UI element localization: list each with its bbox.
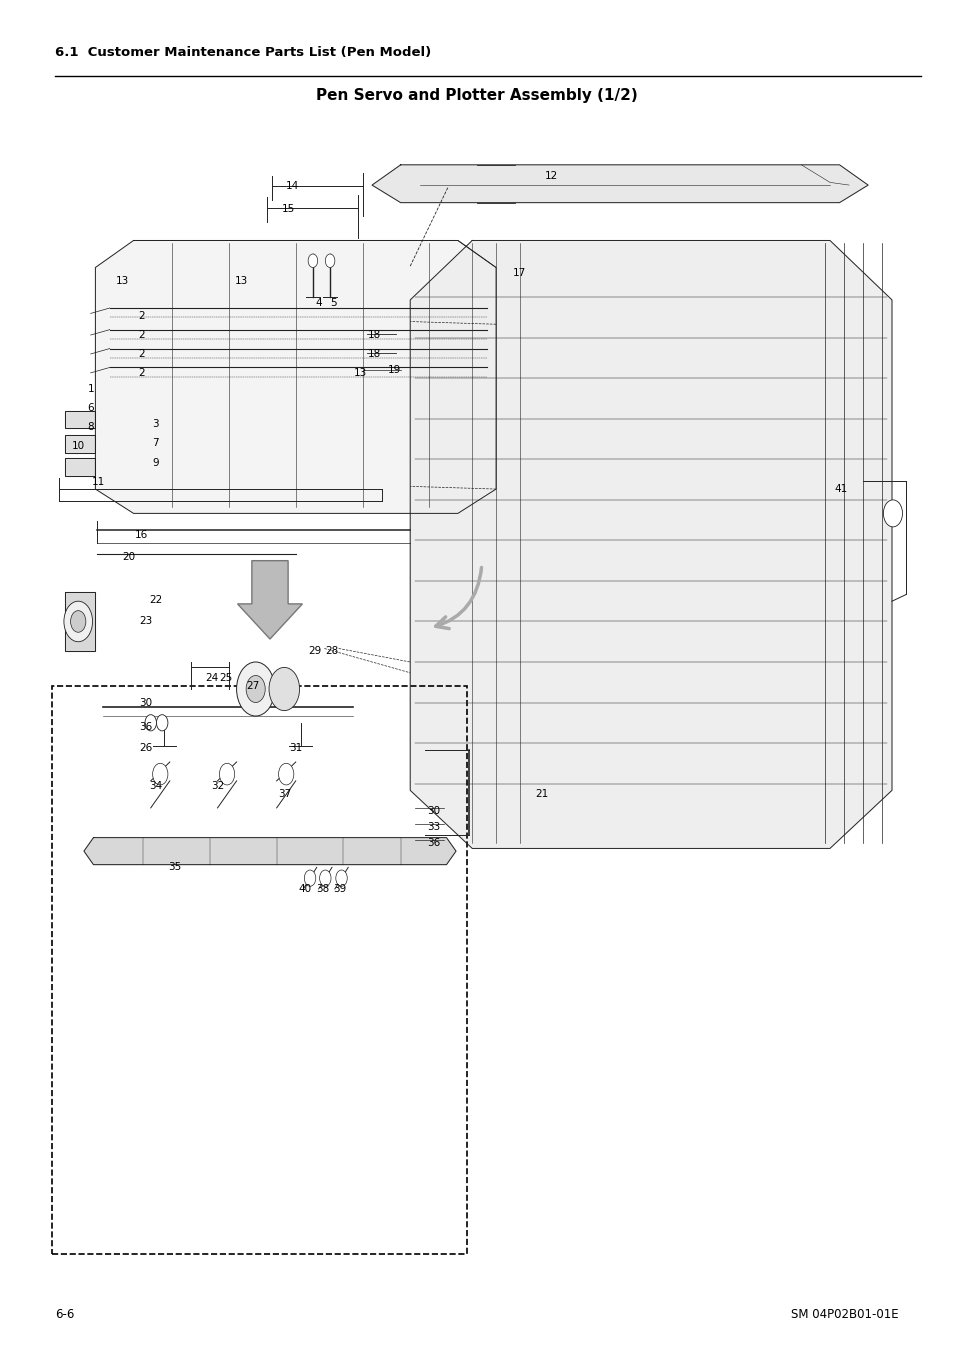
Circle shape [64,601,92,642]
Text: 3: 3 [152,419,158,430]
Circle shape [882,500,902,527]
Text: 8: 8 [88,422,93,432]
Text: 17: 17 [513,267,526,278]
Text: 36: 36 [139,721,152,732]
Text: SM 04P02B01-01E: SM 04P02B01-01E [790,1308,898,1321]
Text: 31: 31 [289,743,302,754]
Text: 6-6: 6-6 [55,1308,74,1321]
Text: 12: 12 [544,170,558,181]
Text: 37: 37 [277,789,291,800]
Text: 15: 15 [281,204,294,215]
Circle shape [145,715,156,731]
Text: 35: 35 [168,862,181,873]
Text: 2: 2 [138,367,144,378]
Circle shape [71,611,86,632]
Text: 9: 9 [152,458,158,469]
Circle shape [152,763,168,785]
Text: 36: 36 [427,838,440,848]
Bar [52,686,467,1254]
Text: 21: 21 [535,789,548,800]
Circle shape [219,763,234,785]
Circle shape [278,763,294,785]
Text: 20: 20 [122,551,135,562]
Text: 22: 22 [149,594,162,605]
Circle shape [246,676,265,703]
Polygon shape [65,458,95,476]
Text: 6.1  Customer Maintenance Parts List (Pen Model): 6.1 Customer Maintenance Parts List (Pen… [55,46,431,59]
Circle shape [319,870,331,886]
Text: 34: 34 [149,781,162,792]
Text: 6: 6 [88,403,93,413]
Text: 39: 39 [333,884,346,894]
Text: 33: 33 [427,821,440,832]
Text: 13: 13 [234,276,248,286]
Text: 25: 25 [219,673,233,684]
Circle shape [335,870,347,886]
Text: 24: 24 [205,673,218,684]
Polygon shape [410,240,891,848]
Circle shape [269,667,299,711]
Circle shape [325,254,335,267]
Text: 28: 28 [325,646,338,657]
Polygon shape [95,240,496,513]
Text: Pen Servo and Plotter Assembly (1/2): Pen Servo and Plotter Assembly (1/2) [315,88,638,103]
Text: 40: 40 [298,884,312,894]
Text: 16: 16 [134,530,148,540]
Text: 2: 2 [138,311,144,322]
Text: 10: 10 [71,440,85,451]
Text: 2: 2 [138,330,144,340]
Text: 4: 4 [315,297,321,308]
Text: 30: 30 [427,805,440,816]
Polygon shape [65,411,95,428]
Text: 14: 14 [286,181,299,192]
Polygon shape [372,165,867,203]
Text: 19: 19 [387,365,400,376]
Text: 26: 26 [139,743,152,754]
Text: 41: 41 [834,484,847,494]
Text: 29: 29 [308,646,321,657]
Text: 1: 1 [88,384,93,394]
Text: 13: 13 [354,367,367,378]
Circle shape [156,715,168,731]
Text: 32: 32 [211,781,224,792]
Text: 2: 2 [138,349,144,359]
Text: 38: 38 [315,884,329,894]
FancyArrow shape [237,561,302,639]
Circle shape [304,870,315,886]
Text: 23: 23 [139,616,152,627]
Circle shape [308,254,317,267]
Polygon shape [65,592,95,651]
Text: 11: 11 [91,477,105,488]
Polygon shape [84,838,456,865]
Text: 18: 18 [367,349,380,359]
Text: 7: 7 [152,438,158,449]
Text: 30: 30 [139,697,152,708]
Text: 5: 5 [331,297,336,308]
Text: 27: 27 [246,681,259,692]
Circle shape [236,662,274,716]
Text: 13: 13 [115,276,129,286]
Polygon shape [65,435,95,453]
Text: 18: 18 [367,330,380,340]
